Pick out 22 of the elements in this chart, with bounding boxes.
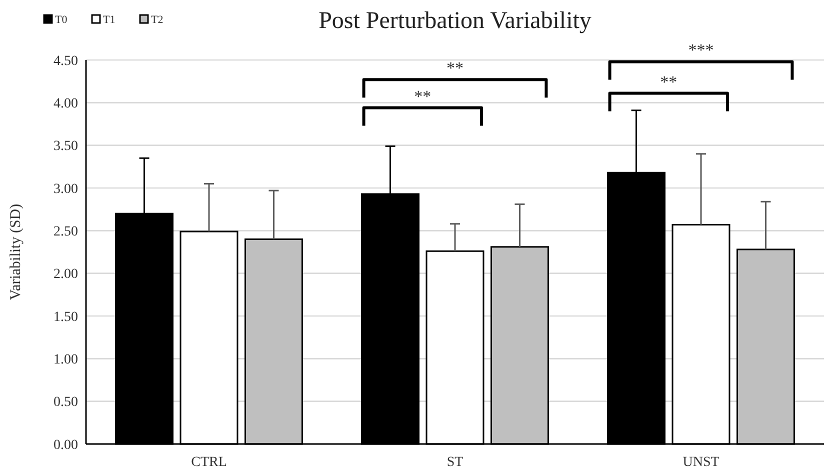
annotation: **	[660, 72, 678, 92]
y-tick-label: 3.00	[54, 182, 78, 197]
y-tick-label: 3.50	[54, 139, 78, 154]
y-tick-label: 1.50	[54, 310, 78, 325]
annotation: **	[446, 58, 464, 78]
y-tick-label: 2.00	[54, 267, 78, 282]
text: ***	[688, 40, 714, 60]
y-tick-label: 4.50	[54, 54, 78, 69]
legend-label: T2	[151, 14, 164, 26]
y-axis-title: Variability (SD)	[8, 204, 24, 300]
legend-label: T1	[103, 14, 116, 26]
y-tick-label: 0.50	[54, 395, 78, 410]
annotation: **	[414, 86, 432, 106]
chart-title: Post Perturbation Variability	[318, 8, 592, 34]
legend-label: T0	[55, 14, 68, 26]
x-tick-label: UNST	[682, 455, 720, 470]
y-tick-label: 1.00	[54, 352, 78, 368]
y-tick-label: 4.00	[54, 96, 78, 112]
x-tick-label: CTRL	[191, 455, 227, 470]
y-tick-label: 0.00	[54, 438, 78, 453]
y-tick-label: 2.50	[54, 224, 78, 240]
x-tick-label: ST	[446, 455, 464, 470]
